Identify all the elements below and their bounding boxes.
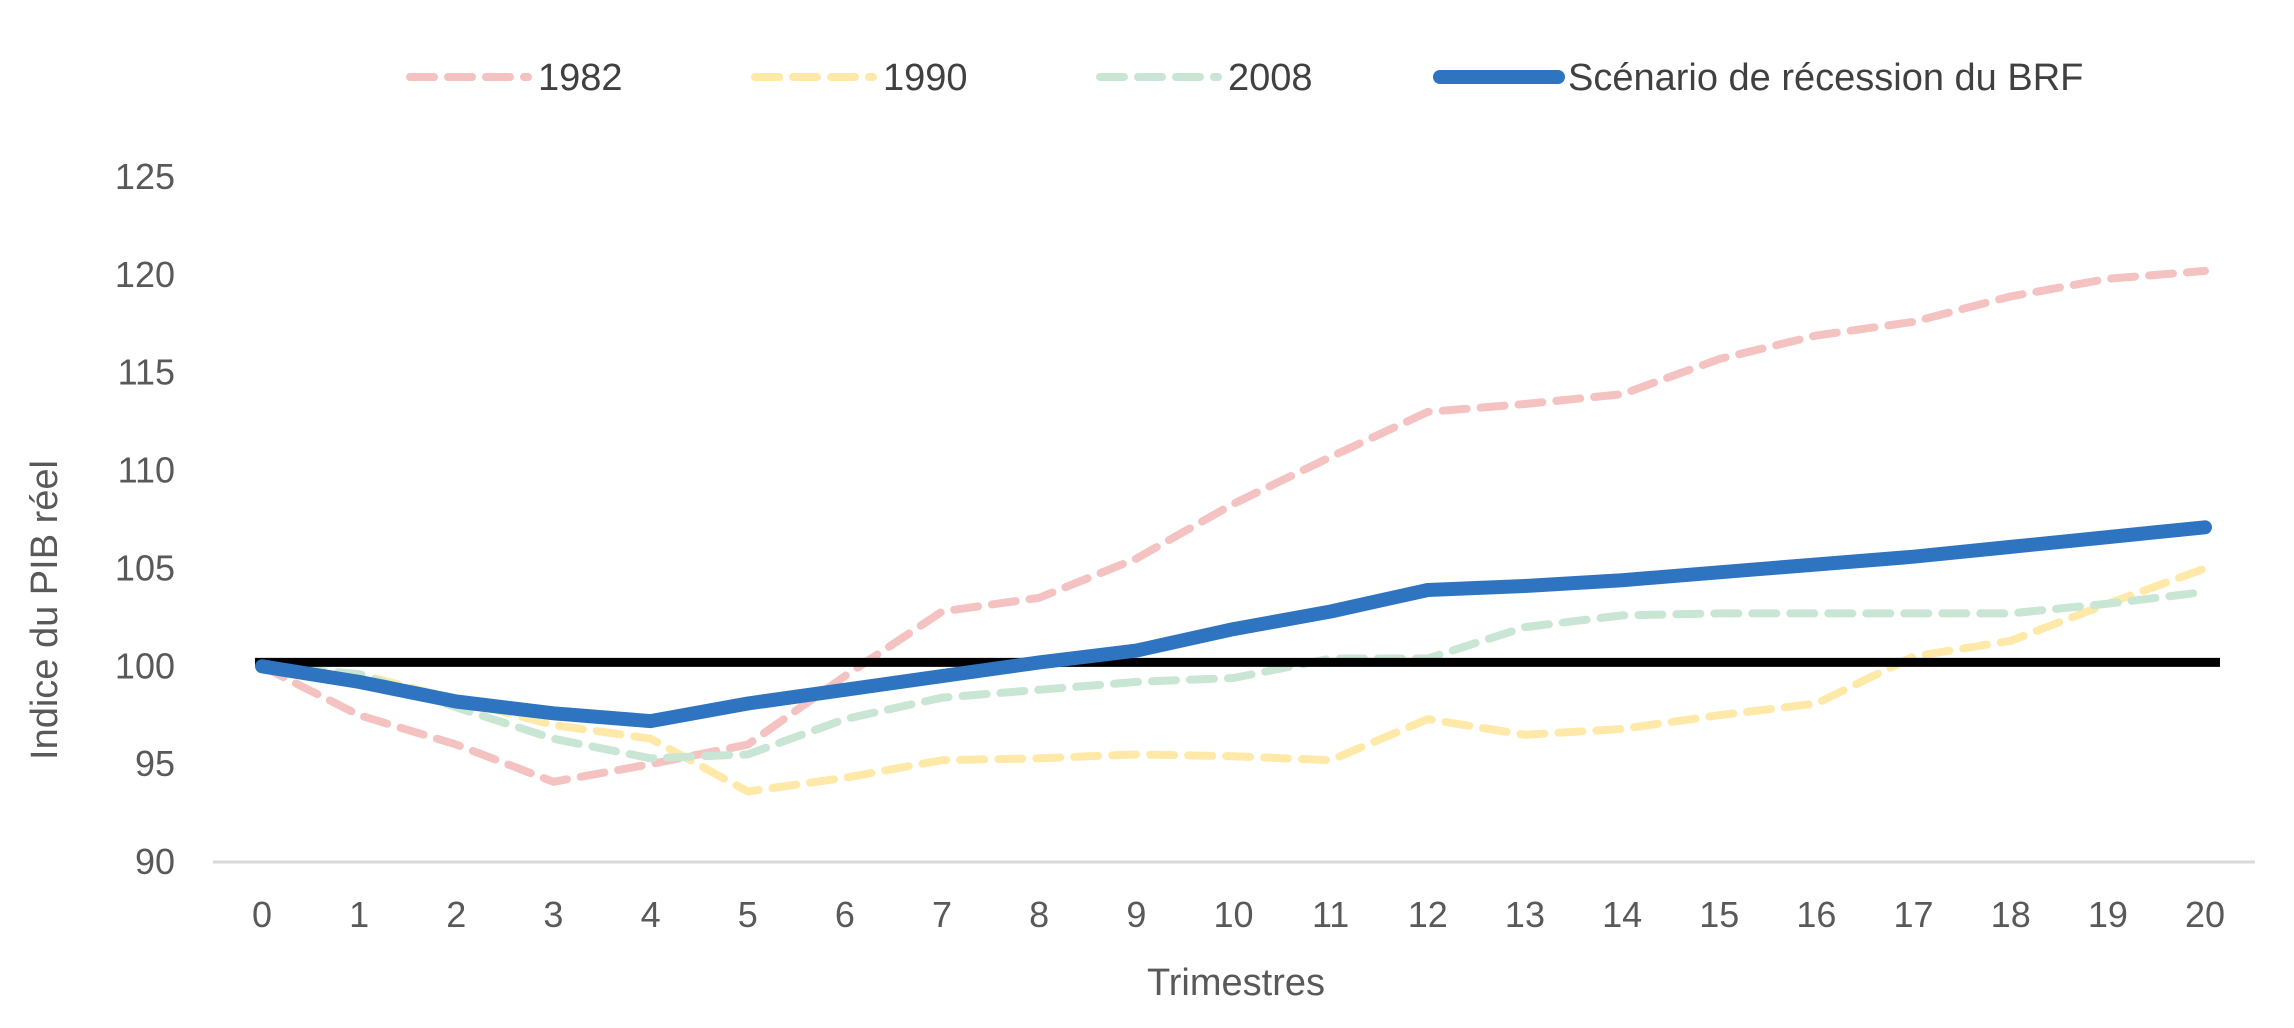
y-tick-label: 100 — [115, 645, 175, 686]
series-line-3 — [255, 520, 2212, 729]
y-tick-label: 120 — [115, 254, 175, 295]
x-tick-label: 18 — [1991, 894, 2031, 935]
y-tick-label: 95 — [135, 743, 175, 784]
x-tick-label: 12 — [1408, 894, 1448, 935]
series-line-2 — [258, 587, 2209, 763]
x-axis-title: Trimestres — [1147, 962, 1325, 1004]
series-line-0 — [258, 266, 2209, 786]
x-tick-label: 16 — [1796, 894, 1836, 935]
x-tick-label: 8 — [1029, 894, 1049, 935]
brf-series-group — [255, 520, 2212, 729]
x-tick-label: 5 — [738, 894, 758, 935]
legend-label-2: 2008 — [1228, 57, 1313, 99]
x-tick-label: 17 — [1894, 894, 1934, 935]
x-tick-label: 1 — [349, 894, 369, 935]
legend-label-1: 1990 — [883, 57, 968, 99]
y-tick-label: 105 — [115, 547, 175, 588]
y-tick-label: 90 — [135, 841, 175, 882]
x-tick-label: 2 — [446, 894, 466, 935]
y-tick-label: 115 — [118, 352, 175, 393]
x-tick-label: 6 — [835, 894, 855, 935]
x-tick-label: 19 — [2088, 894, 2128, 935]
y-axis-title: Indice du PIB réel — [24, 460, 66, 760]
x-tick-label: 14 — [1602, 894, 1642, 935]
legend-label-0: 1982 — [538, 57, 623, 99]
x-tick-label: 11 — [1312, 894, 1349, 935]
y-axis-tick-labels: 90 95 100 105 110 115 120 125 — [115, 156, 175, 882]
x-tick-label: 7 — [932, 894, 952, 935]
legend-label-3: Scénario de récession du BRF — [1568, 57, 2083, 99]
x-tick-label: 15 — [1699, 894, 1739, 935]
series-lines — [258, 266, 2209, 796]
series-line-1 — [258, 564, 2209, 796]
x-tick-label: 20 — [2185, 894, 2225, 935]
x-tick-label: 3 — [543, 894, 563, 935]
legend: 1982 1990 2008 Scénario de récession du BRF — [406, 57, 2083, 99]
y-tick-label: 110 — [118, 450, 175, 491]
x-tick-label: 13 — [1505, 894, 1545, 935]
y-tick-label: 125 — [115, 156, 175, 197]
x-tick-label: 0 — [252, 894, 272, 935]
x-tick-label: 9 — [1126, 894, 1146, 935]
x-tick-label: 10 — [1213, 894, 1253, 935]
x-axis-tick-labels: 0 1 2 3 4 5 6 7 8 9 10 11 12 13 14 15 16 17 18 19 20 — [252, 894, 2225, 935]
x-tick-label: 4 — [641, 894, 661, 935]
